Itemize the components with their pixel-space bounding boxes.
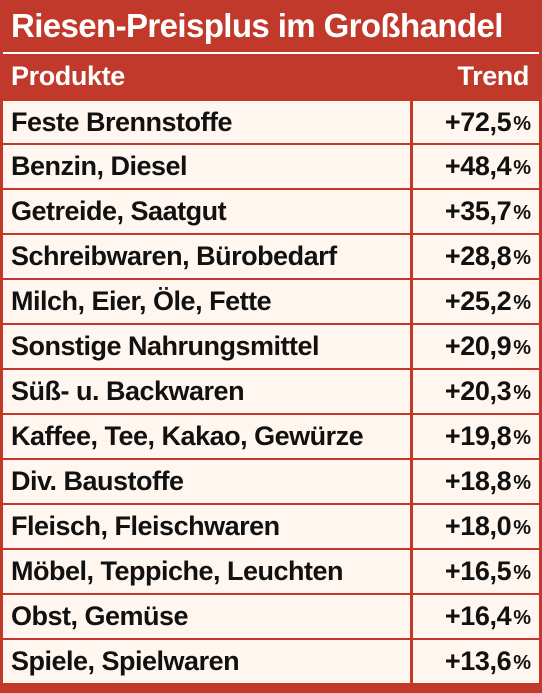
trend-value: +16,4 bbox=[444, 601, 512, 631]
percent-unit: % bbox=[513, 607, 531, 629]
percent-unit: % bbox=[513, 472, 531, 494]
trend-cell: +20,3% bbox=[410, 370, 539, 413]
product-name-cell: Feste Brennstoffe bbox=[11, 106, 233, 137]
trend-value: +18,0 bbox=[444, 511, 512, 541]
table-row: Spiele, Spielwaren +13,6% bbox=[3, 638, 539, 683]
percent-unit: % bbox=[513, 112, 531, 135]
column-header-product: Produkte bbox=[11, 60, 125, 91]
percent-unit: % bbox=[513, 202, 531, 224]
table-row: Div. Baustoffe +18,8% bbox=[3, 458, 539, 503]
percent-unit: % bbox=[513, 562, 531, 584]
percent-unit: % bbox=[513, 427, 531, 449]
trend-cell: +18,0% bbox=[410, 505, 539, 548]
trend-value: +72,5 bbox=[444, 106, 512, 137]
trend-value: +18,8 bbox=[444, 466, 512, 496]
table-row: Milch, Eier, Öle, Fette +25,2% bbox=[3, 278, 539, 323]
table-row: Getreide, Saatgut +35,7% bbox=[3, 188, 539, 233]
table-row: Schreibwaren, Bürobedarf +28,8% bbox=[3, 233, 539, 278]
product-name-cell: Spiele, Spielwaren bbox=[11, 646, 240, 676]
trend-cell: +35,7% bbox=[410, 190, 539, 233]
product-name-cell: Fleisch, Fleischwaren bbox=[11, 511, 280, 541]
table-row: Obst, Gemüse +16,4% bbox=[3, 593, 539, 638]
percent-unit: % bbox=[513, 247, 531, 269]
table-row: Benzin, Diesel +48,4% bbox=[3, 143, 539, 188]
product-name-cell: Sonstige Nahrungsmittel bbox=[11, 331, 320, 361]
product-name-cell: Getreide, Saatgut bbox=[11, 196, 227, 226]
trend-cell: +25,2% bbox=[410, 280, 539, 323]
trend-cell: +16,5% bbox=[410, 550, 539, 593]
trend-cell: +13,6% bbox=[410, 640, 539, 683]
product-name-cell: Schreibwaren, Bürobedarf bbox=[11, 241, 337, 271]
percent-unit: % bbox=[513, 337, 531, 359]
trend-cell: +19,8% bbox=[410, 415, 539, 458]
table-row: Feste Brennstoffe +72,5% bbox=[3, 98, 539, 143]
product-name-cell: Obst, Gemüse bbox=[11, 601, 189, 631]
table-row: Sonstige Nahrungsmittel +20,9% bbox=[3, 323, 539, 368]
trend-value: +28,8 bbox=[444, 241, 512, 271]
trend-cell: +20,9% bbox=[410, 325, 539, 368]
trend-value: +25,2 bbox=[444, 286, 512, 316]
product-name-cell: Milch, Eier, Öle, Fette bbox=[11, 286, 272, 316]
table-row: Kaffee, Tee, Kakao, Gewürze +19,8% bbox=[3, 413, 539, 458]
trend-value: +20,9 bbox=[444, 331, 512, 361]
trend-cell: +28,8% bbox=[410, 235, 539, 278]
trend-value: +13,6 bbox=[444, 646, 512, 676]
trend-cell: +18,8% bbox=[410, 460, 539, 503]
trend-cell: +72,5% bbox=[410, 101, 539, 143]
table-row: Süß- u. Backwaren +20,3% bbox=[3, 368, 539, 413]
trend-value: +16,5 bbox=[444, 556, 512, 586]
trend-value: +48,4 bbox=[444, 151, 512, 181]
table-body: Feste Brennstoffe +72,5% Benzin, Diesel +48… bbox=[3, 98, 539, 683]
percent-unit: % bbox=[513, 652, 531, 674]
table-row: Möbel, Teppiche, Leuchten +16,5% bbox=[3, 548, 539, 593]
trend-cell: +16,4% bbox=[410, 595, 539, 638]
table-header-row: Produkte Trend bbox=[3, 52, 539, 98]
product-name-cell: Div. Baustoffe bbox=[11, 466, 184, 496]
trend-cell: +48,4% bbox=[410, 145, 539, 188]
percent-unit: % bbox=[513, 382, 531, 404]
trend-value: +20,3 bbox=[444, 376, 512, 406]
product-name-cell: Süß- u. Backwaren bbox=[11, 376, 245, 406]
trend-value: +35,7 bbox=[444, 196, 512, 226]
product-name-cell: Benzin, Diesel bbox=[11, 151, 188, 181]
table-row: Fleisch, Fleischwaren +18,0% bbox=[3, 503, 539, 548]
percent-unit: % bbox=[513, 157, 531, 179]
product-name-cell: Kaffee, Tee, Kakao, Gewürze bbox=[11, 421, 364, 451]
column-header-trend: Trend bbox=[457, 60, 529, 91]
table-title: Riesen-Preisplus im Großhandel bbox=[11, 7, 503, 44]
product-name-cell: Möbel, Teppiche, Leuchten bbox=[11, 556, 344, 586]
trend-value: +19,8 bbox=[444, 421, 512, 451]
percent-unit: % bbox=[513, 292, 531, 314]
percent-unit: % bbox=[513, 517, 531, 539]
